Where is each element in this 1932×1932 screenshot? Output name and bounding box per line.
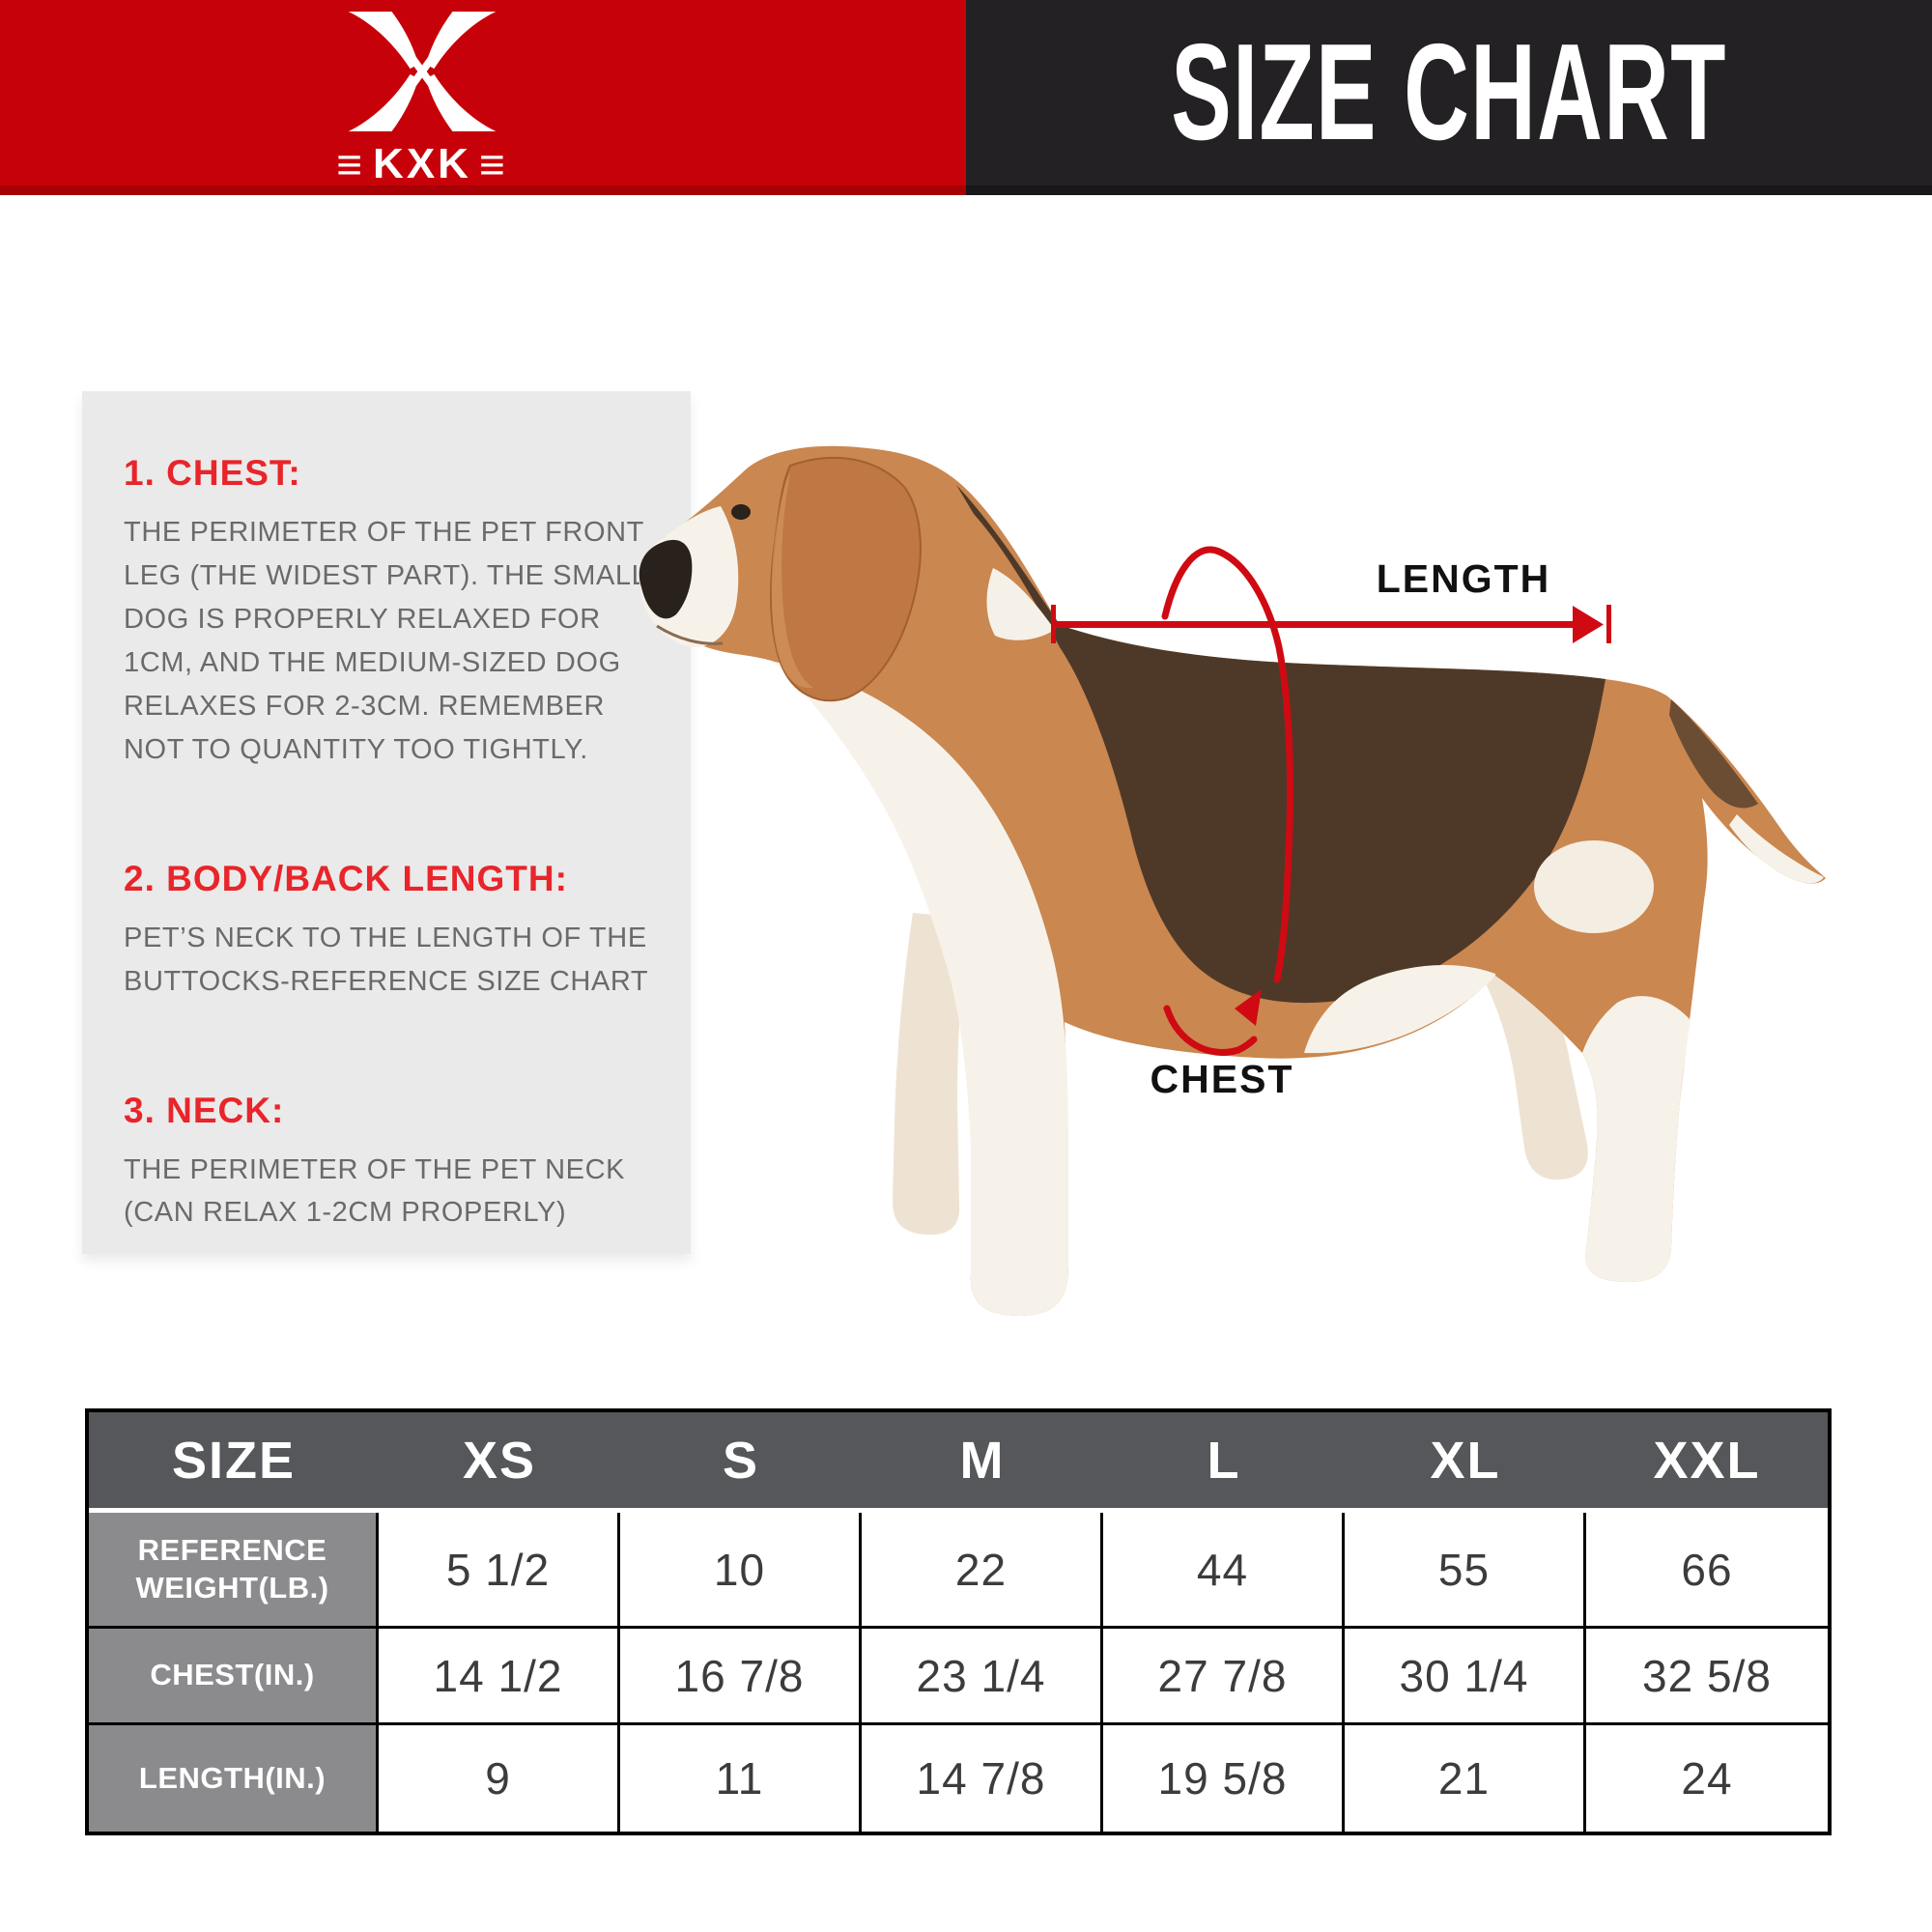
table-header-s: S (620, 1412, 862, 1513)
table-value-weight-l: 44 (1103, 1513, 1345, 1629)
chest-girth-arrow (1161, 546, 1294, 1056)
table-value-length-m: 14 7/8 (862, 1725, 1103, 1832)
dog-far-legs (892, 913, 1588, 1236)
table-value-length-xxl: 24 (1586, 1725, 1828, 1832)
table-value-weight-xl: 55 (1345, 1513, 1586, 1629)
beagle-illustration (639, 445, 1826, 1316)
measuring-guide-panel: 1. CHEST: THE PERIMETER OF THE PET FRONT… (82, 391, 691, 1254)
length-label: LENGTH (1376, 556, 1551, 601)
page-title: SIZE CHART (1171, 15, 1727, 169)
chest-label: CHEST (1150, 1057, 1294, 1101)
guide-heading-chest: 1. CHEST: (124, 453, 301, 493)
size-table: SIZE XS S M L XL XXL REFERENCE WEIGHT(LB… (85, 1408, 1832, 1835)
guide-section-chest: 1. CHEST: THE PERIMETER OF THE PET FRONT… (124, 453, 664, 772)
table-value-chest-xl: 30 1/4 (1345, 1629, 1586, 1725)
table-value-chest-xs: 14 1/2 (379, 1629, 620, 1725)
guide-section-body-length: 2. BODY/BACK LENGTH: PET’S NECK TO THE L… (124, 859, 664, 1004)
brand-name: KXK (373, 140, 471, 187)
table-header-m: M (862, 1412, 1103, 1513)
guide-body-body-length: PET’S NECK TO THE LENGTH OF THE BUTTOCKS… (124, 922, 649, 997)
table-value-chest-s: 16 7/8 (620, 1629, 862, 1725)
guide-heading-body-length: 2. BODY/BACK LENGTH: (124, 858, 568, 898)
table-value-chest-m: 23 1/4 (862, 1629, 1103, 1725)
guide-section-neck: 3. NECK: THE PERIMETER OF THE PET NECK (… (124, 1091, 664, 1236)
logo-bars-left-icon: ≡ (336, 139, 366, 189)
guide-heading-neck: 3. NECK: (124, 1090, 285, 1130)
table-header-xs: XS (379, 1412, 620, 1513)
brand-logo: ≡ KXK ≡ (327, 12, 517, 188)
table-header-size: SIZE (89, 1412, 379, 1513)
table-label-length: LENGTH(IN.) (89, 1725, 379, 1832)
dog-body (639, 445, 1826, 1316)
table-value-weight-s: 10 (620, 1513, 862, 1629)
table-value-length-s: 11 (620, 1725, 862, 1832)
table-value-chest-l: 27 7/8 (1103, 1629, 1345, 1725)
kxk-logo-icon (348, 12, 497, 131)
table-value-weight-xs: 5 1/2 (379, 1513, 620, 1629)
title-banner: SIZE CHART (966, 0, 1932, 195)
header-banner: ≡ KXK ≡ SIZE CHART (0, 0, 1932, 195)
table-value-length-xs: 9 (379, 1725, 620, 1832)
guide-body-chest: THE PERIMETER OF THE PET FRONT LEG (THE … (124, 517, 647, 765)
table-value-weight-m: 22 (862, 1513, 1103, 1629)
brand-banner: ≡ KXK ≡ (0, 0, 966, 195)
table-value-length-l: 19 5/8 (1103, 1725, 1345, 1832)
table-header-xl: XL (1345, 1412, 1586, 1513)
guide-body-neck: THE PERIMETER OF THE PET NECK (CAN RELAX… (124, 1153, 626, 1229)
table-value-length-xl: 21 (1345, 1725, 1586, 1832)
table-label-chest: CHEST(IN.) (89, 1629, 379, 1725)
table-value-chest-xxl: 32 5/8 (1586, 1629, 1828, 1725)
table-header-xxl: XXL (1586, 1412, 1828, 1513)
table-header-l: L (1103, 1412, 1345, 1513)
length-arrow (1051, 605, 1611, 643)
brand-wordmark: ≡ KXK ≡ (327, 140, 517, 188)
table-value-weight-xxl: 66 (1586, 1513, 1828, 1629)
logo-bars-right-icon: ≡ (478, 139, 508, 189)
table-label-weight: REFERENCE WEIGHT(LB.) (89, 1513, 379, 1629)
